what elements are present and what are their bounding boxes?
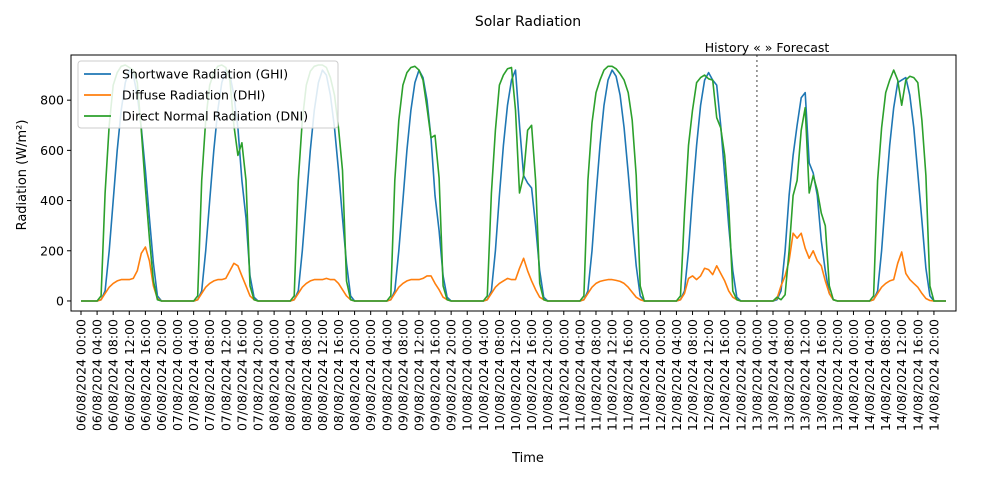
legend-label: Direct Normal Radiation (DNI) — [122, 109, 308, 124]
x-tick-label: 06/08/2024 16:00 — [138, 319, 153, 431]
series-diffuse-radiation-dhi — [81, 232, 946, 302]
x-axis-label: Time — [511, 451, 544, 466]
x-tick-label: 06/08/2024 12:00 — [122, 319, 137, 431]
y-tick-label: 400 — [40, 193, 64, 208]
x-tick-label: 10/08/2024 20:00 — [540, 319, 555, 431]
x-tick-label: 09/08/2024 16:00 — [428, 319, 443, 431]
x-tick-label: 14/08/2024 12:00 — [894, 319, 909, 431]
plot-frame — [70, 54, 957, 312]
x-tick-label: 11/08/2024 08:00 — [588, 319, 603, 431]
x-tick-label: 07/08/2024 08:00 — [202, 319, 217, 431]
legend: Shortwave Radiation (GHI) Diffuse Radiati… — [77, 60, 339, 129]
x-tick-label: 12/08/2024 12:00 — [701, 319, 716, 431]
x-tick-label: 09/08/2024 08:00 — [395, 319, 410, 431]
x-tick-label: 08/08/2024 08:00 — [299, 319, 314, 431]
x-tick-label: 09/08/2024 04:00 — [379, 319, 394, 431]
x-tick-label: 10/08/2024 16:00 — [524, 319, 539, 431]
x-tick-label: 07/08/2024 00:00 — [170, 319, 185, 431]
x-tick-label: 14/08/2024 08:00 — [878, 319, 893, 431]
x-tick-label: 07/08/2024 16:00 — [234, 319, 249, 431]
x-tick-label: 09/08/2024 20:00 — [444, 319, 459, 431]
x-tick-label: 06/08/2024 00:00 — [74, 319, 89, 431]
x-tick-label: 11/08/2024 12:00 — [605, 319, 620, 431]
x-tick-label: 12/08/2024 00:00 — [653, 319, 668, 431]
x-tick-label: 13/08/2024 16:00 — [814, 319, 829, 431]
x-tick-label: 08/08/2024 16:00 — [331, 319, 346, 431]
x-tick-label: 12/08/2024 08:00 — [685, 319, 700, 431]
x-tick-label: 14/08/2024 16:00 — [910, 319, 925, 431]
x-tick-label: 12/08/2024 04:00 — [669, 319, 684, 431]
x-tick-label: 06/08/2024 20:00 — [154, 319, 169, 431]
x-tick-label: 13/08/2024 20:00 — [830, 319, 845, 431]
x-tick-label: 14/08/2024 00:00 — [846, 319, 861, 431]
x-tick-label: 10/08/2024 04:00 — [476, 319, 491, 431]
legend-label: Shortwave Radiation (GHI) — [122, 67, 288, 82]
x-tick-label: 14/08/2024 20:00 — [926, 319, 941, 431]
y-axis-label: Radiation (W/m²) — [15, 120, 30, 231]
x-tick-label: 12/08/2024 20:00 — [733, 319, 748, 431]
x-tick-label: 10/08/2024 12:00 — [508, 319, 523, 431]
x-tick-label: 13/08/2024 00:00 — [749, 319, 764, 431]
legend-box — [77, 60, 339, 129]
x-tick-label: 12/08/2024 16:00 — [717, 319, 732, 431]
chart-title: Solar Radiation — [475, 14, 581, 30]
y-tick-label: 600 — [40, 143, 64, 158]
x-tick-label: 07/08/2024 20:00 — [251, 319, 266, 431]
x-tick-label: 08/08/2024 04:00 — [283, 319, 298, 431]
x-tick-label: 13/08/2024 12:00 — [798, 319, 813, 431]
x-tick-label: 09/08/2024 00:00 — [363, 319, 378, 431]
x-tick-label: 10/08/2024 08:00 — [492, 319, 507, 431]
x-tick-label: 08/08/2024 00:00 — [267, 319, 282, 431]
y-tick-label: 0 — [56, 293, 64, 308]
history-forecast-annotation: History « » Forecast — [705, 40, 830, 55]
x-tick-label: 11/08/2024 04:00 — [572, 319, 587, 431]
x-tick-label: 08/08/2024 20:00 — [347, 319, 362, 431]
legend-label: Diffuse Radiation (DHI) — [122, 88, 265, 103]
x-tick-label: 13/08/2024 04:00 — [766, 319, 781, 431]
x-tick-label: 11/08/2024 20:00 — [637, 319, 652, 431]
y-tick-label: 800 — [40, 93, 64, 108]
x-tick-label: 11/08/2024 16:00 — [621, 319, 636, 431]
x-tick-label: 09/08/2024 12:00 — [411, 319, 426, 431]
y-tick-label: 200 — [40, 243, 64, 258]
x-tick-label: 11/08/2024 00:00 — [556, 319, 571, 431]
x-tick-label: 07/08/2024 12:00 — [218, 319, 233, 431]
x-tick-label: 13/08/2024 08:00 — [782, 319, 797, 431]
x-tick-label: 07/08/2024 04:00 — [186, 319, 201, 431]
x-tick-label: 08/08/2024 12:00 — [315, 319, 330, 431]
x-tick-label: 06/08/2024 04:00 — [90, 319, 105, 431]
x-tick-label: 10/08/2024 00:00 — [460, 319, 475, 431]
x-tick-label: 06/08/2024 08:00 — [106, 319, 121, 431]
x-tick-label: 14/08/2024 04:00 — [862, 319, 877, 431]
